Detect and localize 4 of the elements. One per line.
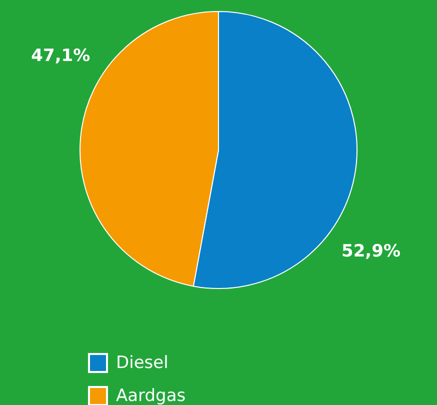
legend-label: Diesel bbox=[116, 352, 168, 372]
data-label: 47,1% bbox=[31, 46, 90, 66]
data-label: 52,9% bbox=[342, 241, 401, 262]
legend-label: Aardgas bbox=[116, 386, 186, 405]
